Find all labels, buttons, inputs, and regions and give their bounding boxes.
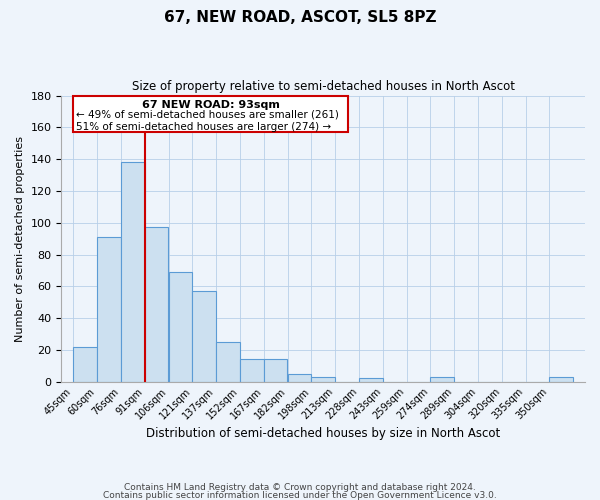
Bar bbox=[359, 378, 383, 382]
Title: Size of property relative to semi-detached houses in North Ascot: Size of property relative to semi-detach… bbox=[132, 80, 515, 93]
Bar bbox=[169, 272, 192, 382]
Bar bbox=[287, 374, 311, 382]
Bar bbox=[97, 237, 121, 382]
Bar bbox=[216, 342, 240, 382]
Bar bbox=[73, 346, 97, 382]
Text: 51% of semi-detached houses are larger (274) →: 51% of semi-detached houses are larger (… bbox=[76, 122, 332, 132]
Bar bbox=[121, 162, 145, 382]
Bar bbox=[550, 377, 573, 382]
Text: Contains HM Land Registry data © Crown copyright and database right 2024.: Contains HM Land Registry data © Crown c… bbox=[124, 483, 476, 492]
Bar bbox=[264, 360, 287, 382]
Bar bbox=[240, 360, 263, 382]
X-axis label: Distribution of semi-detached houses by size in North Ascot: Distribution of semi-detached houses by … bbox=[146, 427, 500, 440]
Bar bbox=[430, 377, 454, 382]
FancyBboxPatch shape bbox=[73, 96, 348, 132]
Text: ← 49% of semi-detached houses are smaller (261): ← 49% of semi-detached houses are smalle… bbox=[76, 110, 340, 120]
Bar bbox=[193, 291, 216, 382]
Text: 67 NEW ROAD: 93sqm: 67 NEW ROAD: 93sqm bbox=[142, 100, 280, 110]
Bar bbox=[145, 228, 169, 382]
Text: Contains public sector information licensed under the Open Government Licence v3: Contains public sector information licen… bbox=[103, 490, 497, 500]
Bar bbox=[311, 377, 335, 382]
Y-axis label: Number of semi-detached properties: Number of semi-detached properties bbox=[15, 136, 25, 342]
Text: 67, NEW ROAD, ASCOT, SL5 8PZ: 67, NEW ROAD, ASCOT, SL5 8PZ bbox=[164, 10, 436, 25]
